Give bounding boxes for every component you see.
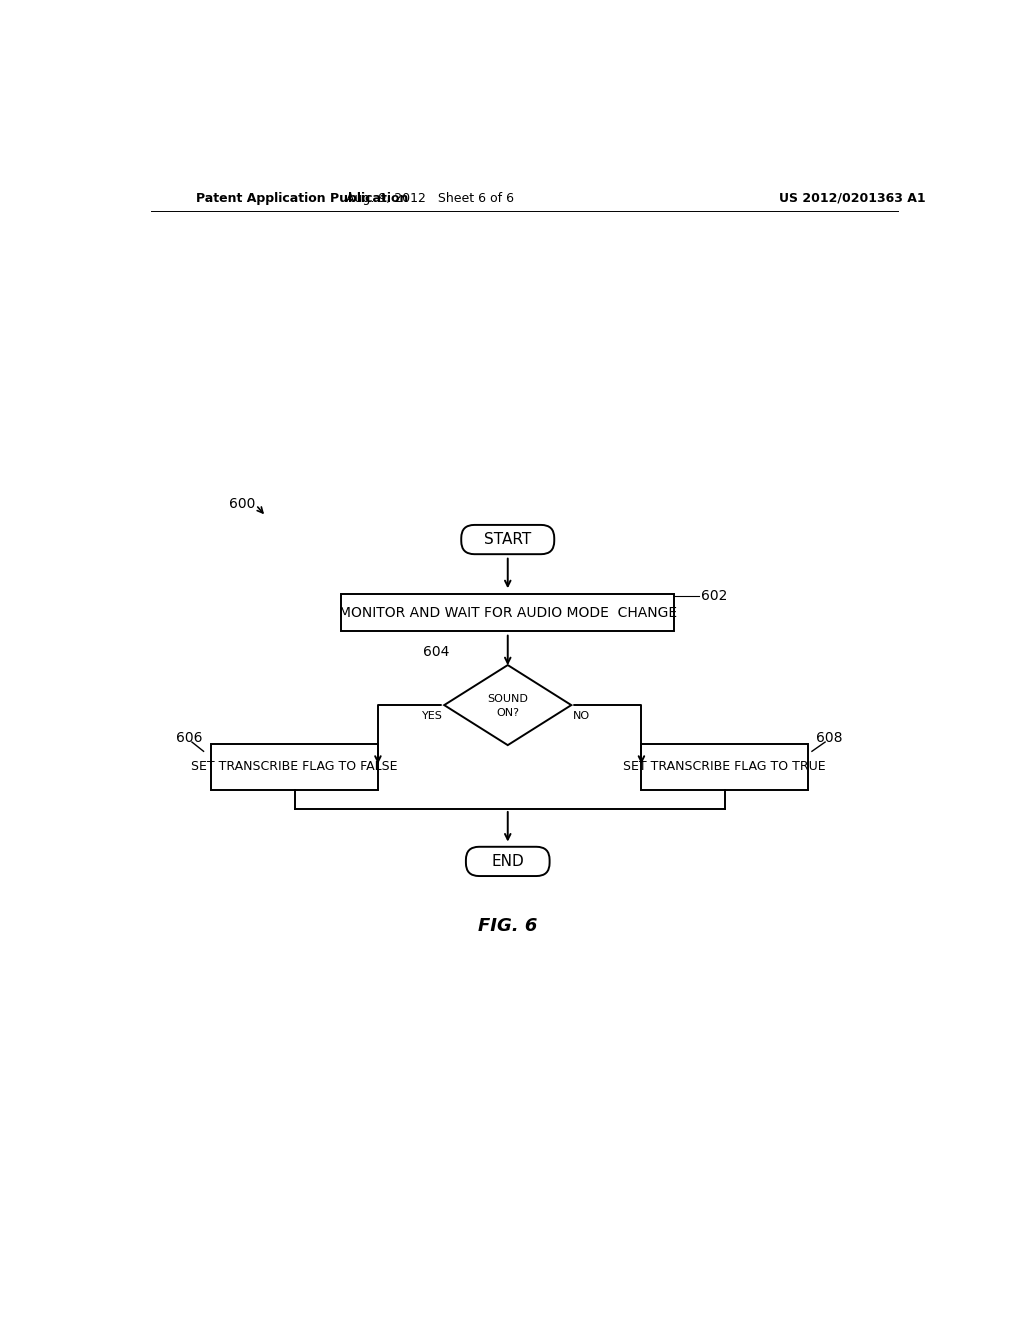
Text: SET TRANSCRIBE FLAG TO FALSE: SET TRANSCRIBE FLAG TO FALSE [191, 760, 398, 774]
Text: END: END [492, 854, 524, 869]
Text: 600: 600 [228, 498, 255, 511]
Text: SOUND: SOUND [487, 694, 528, 704]
Text: YES: YES [422, 711, 442, 721]
Text: NO: NO [572, 711, 590, 721]
Text: 604: 604 [423, 645, 449, 659]
Text: SET TRANSCRIBE FLAG TO TRUE: SET TRANSCRIBE FLAG TO TRUE [624, 760, 826, 774]
FancyBboxPatch shape [466, 847, 550, 876]
Text: 606: 606 [176, 731, 203, 744]
FancyBboxPatch shape [341, 594, 675, 631]
Text: 602: 602 [701, 589, 728, 603]
Text: START: START [484, 532, 531, 546]
Text: Aug. 9, 2012   Sheet 6 of 6: Aug. 9, 2012 Sheet 6 of 6 [346, 191, 514, 205]
Text: MONITOR AND WAIT FOR AUDIO MODE  CHANGE: MONITOR AND WAIT FOR AUDIO MODE CHANGE [339, 606, 677, 619]
Text: FIG. 6: FIG. 6 [478, 917, 538, 935]
FancyBboxPatch shape [211, 743, 378, 789]
Text: Patent Application Publication: Patent Application Publication [197, 191, 409, 205]
FancyBboxPatch shape [641, 743, 808, 789]
Polygon shape [444, 665, 571, 744]
Text: 608: 608 [816, 731, 843, 744]
FancyBboxPatch shape [461, 525, 554, 554]
Text: ON?: ON? [497, 708, 519, 718]
Text: US 2012/0201363 A1: US 2012/0201363 A1 [779, 191, 926, 205]
